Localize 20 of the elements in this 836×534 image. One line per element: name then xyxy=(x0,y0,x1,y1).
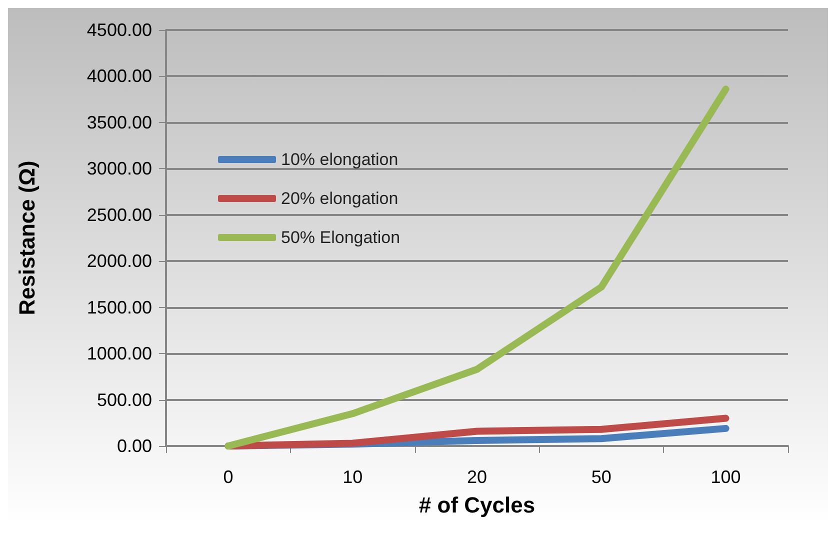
x-tick-label: 100 xyxy=(710,467,741,487)
y-tick-label: 0.00 xyxy=(116,436,152,456)
x-axis-title: # of Cycles xyxy=(418,492,536,518)
y-tick-label: 2500.00 xyxy=(86,204,152,225)
y-tick-label: 500.00 xyxy=(96,390,152,410)
x-tick-label: 50 xyxy=(591,467,612,487)
y-tick-label: 3000.00 xyxy=(86,158,152,179)
y-axis-title: Resistance (Ω) xyxy=(14,160,40,316)
y-tick-label: 4500.00 xyxy=(86,20,152,40)
x-tick-label: 10 xyxy=(342,467,363,487)
legend-label: 50% Elongation xyxy=(281,228,400,247)
x-tick-label: 0 xyxy=(223,467,234,487)
y-tick-label: 1000.00 xyxy=(86,344,152,364)
y-tick-label: 1500.00 xyxy=(86,297,152,318)
legend-label: 20% elongation xyxy=(281,189,398,208)
y-tick-label: 2000.00 xyxy=(86,251,152,272)
x-tick-label: 20 xyxy=(466,467,488,487)
y-tick-label: 3500.00 xyxy=(86,112,152,132)
y-tick-label: 4000.00 xyxy=(86,66,152,86)
legend-label: 10% elongation xyxy=(281,150,398,169)
